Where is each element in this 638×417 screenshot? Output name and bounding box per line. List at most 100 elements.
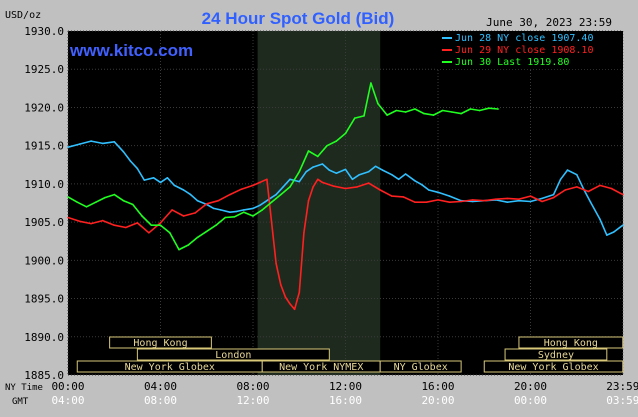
- series-point: [215, 224, 217, 226]
- series-point: [189, 193, 192, 196]
- series-point: [478, 109, 481, 112]
- series-point: [448, 195, 451, 197]
- series-point: [95, 201, 97, 203]
- series-point: [212, 207, 215, 210]
- series-point: [552, 196, 555, 199]
- series-point: [252, 184, 254, 187]
- series-point: [90, 140, 92, 142]
- series-point: [425, 201, 428, 203]
- series-point: [159, 224, 162, 226]
- series-point: [182, 189, 185, 191]
- series-point: [270, 201, 273, 203]
- series-point: [610, 187, 613, 190]
- series-point: [351, 178, 354, 181]
- series-point: [589, 201, 592, 203]
- series-point: [518, 198, 520, 200]
- series-point: [367, 170, 370, 173]
- x-tick-label-ny: 12:00: [329, 380, 362, 393]
- legend-label: Jun 28 NY close 1907.40: [455, 33, 593, 44]
- series-point: [101, 219, 104, 222]
- series-point: [326, 144, 328, 147]
- legend-label: Jun 29 NY close 1908.10: [455, 45, 593, 56]
- x-tick-label-gmt: 12:00: [236, 394, 269, 407]
- y-tick-label: 1915.0: [24, 140, 64, 153]
- series-point: [379, 189, 382, 191]
- y-tick-label: 1890.0: [24, 331, 64, 344]
- series-point: [166, 177, 169, 179]
- series-point: [529, 200, 532, 203]
- series-point: [217, 199, 220, 202]
- series-point: [391, 173, 393, 176]
- kitco-brand-link[interactable]: www.kitco.com: [69, 41, 193, 60]
- series-point: [451, 111, 453, 113]
- legend-box: [437, 31, 623, 69]
- series-point: [312, 186, 314, 188]
- series-point: [132, 203, 134, 206]
- series-point: [76, 201, 79, 203]
- series-point: [358, 173, 361, 176]
- series-point: [354, 117, 356, 119]
- session-label: New York Globex: [508, 362, 598, 373]
- series-point: [437, 191, 439, 194]
- series-point: [233, 216, 236, 218]
- series-point: [303, 232, 305, 234]
- series-point: [552, 193, 555, 196]
- y-tick-label: 1905.0: [24, 216, 64, 229]
- series-point: [448, 201, 451, 203]
- series-point: [328, 169, 331, 171]
- series-point: [150, 224, 153, 226]
- series-point: [495, 198, 497, 200]
- series-point: [67, 196, 69, 198]
- series-point: [136, 222, 139, 224]
- series-point: [488, 107, 490, 109]
- series-point: [564, 189, 566, 191]
- series-point: [141, 215, 143, 217]
- series-point: [381, 169, 384, 171]
- series-point: [90, 222, 92, 225]
- series-point: [229, 211, 231, 213]
- series-point: [559, 178, 562, 181]
- series-point: [397, 178, 400, 181]
- series-line: [67, 82, 499, 251]
- series-point: [298, 180, 301, 183]
- series-point: [122, 151, 125, 153]
- series-point: [506, 201, 509, 203]
- series-point: [471, 200, 474, 203]
- series-point: [206, 203, 208, 205]
- series-point: [599, 184, 601, 187]
- x-tick-label-ny: 20:00: [514, 380, 547, 393]
- series-point: [194, 212, 196, 214]
- series-point: [335, 172, 338, 174]
- session-bar: [136, 348, 330, 361]
- series-point: [182, 215, 185, 217]
- session-label: Hong Kong: [133, 338, 187, 349]
- series-point: [125, 226, 127, 229]
- session-label: New York NYMEX: [279, 362, 363, 373]
- series-point: [518, 199, 520, 202]
- series-point: [67, 146, 69, 148]
- series-point: [159, 181, 162, 184]
- series-point: [421, 183, 423, 186]
- series-point: [270, 196, 273, 199]
- series-point: [469, 108, 472, 110]
- x-tick-label-ny: 04:00: [144, 380, 177, 393]
- series-point: [541, 197, 543, 200]
- series-point: [152, 177, 155, 179]
- series-point: [460, 200, 462, 203]
- series-point: [432, 114, 435, 116]
- series-point: [143, 179, 146, 181]
- series-point: [293, 308, 296, 311]
- x-tick-label-gmt: 04:00: [51, 394, 84, 407]
- series-point: [252, 215, 254, 217]
- series-point: [414, 108, 416, 110]
- series-line: [67, 178, 624, 311]
- series-point: [356, 186, 358, 188]
- series-point: [423, 112, 425, 115]
- x-tick-label-ny: 16:00: [421, 380, 454, 393]
- series-point: [391, 195, 393, 197]
- series-point: [307, 150, 310, 152]
- series-point: [78, 220, 81, 223]
- session-bar: [109, 336, 212, 349]
- gmt-row-label: GMT: [12, 397, 29, 407]
- series-point: [307, 199, 310, 202]
